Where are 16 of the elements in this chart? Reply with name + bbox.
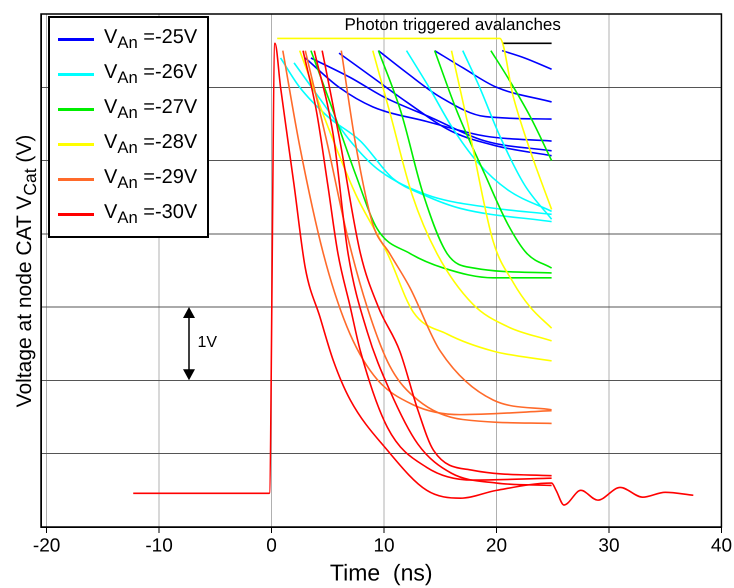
annotation: 1V [197,334,218,352]
legend-label: V$_{An}$ =-26V [104,61,198,88]
x-tick-label: -20 [32,536,60,557]
x-tick-label: -10 [145,536,173,557]
legend-label: V$_{An}$ =-29V [104,166,198,193]
legend-label: V$_{An}$ =-25V [104,26,198,53]
x-axis-title: Time (ns) [330,560,433,586]
chart-title: Photon triggered avalanches [344,15,561,35]
legend-label: V$_{An}$ =-27V [104,96,198,123]
legend-label: V$_{An}$ =-28V [104,131,198,158]
x-tick-label: 30 [598,536,620,557]
x-tick-label: 10 [373,536,395,557]
x-tick-label: 20 [486,536,508,557]
x-tick-label: 40 [710,536,732,557]
legend-label: V$_{An}$ =-30V [104,201,198,228]
x-tick-label: 0 [266,536,277,557]
